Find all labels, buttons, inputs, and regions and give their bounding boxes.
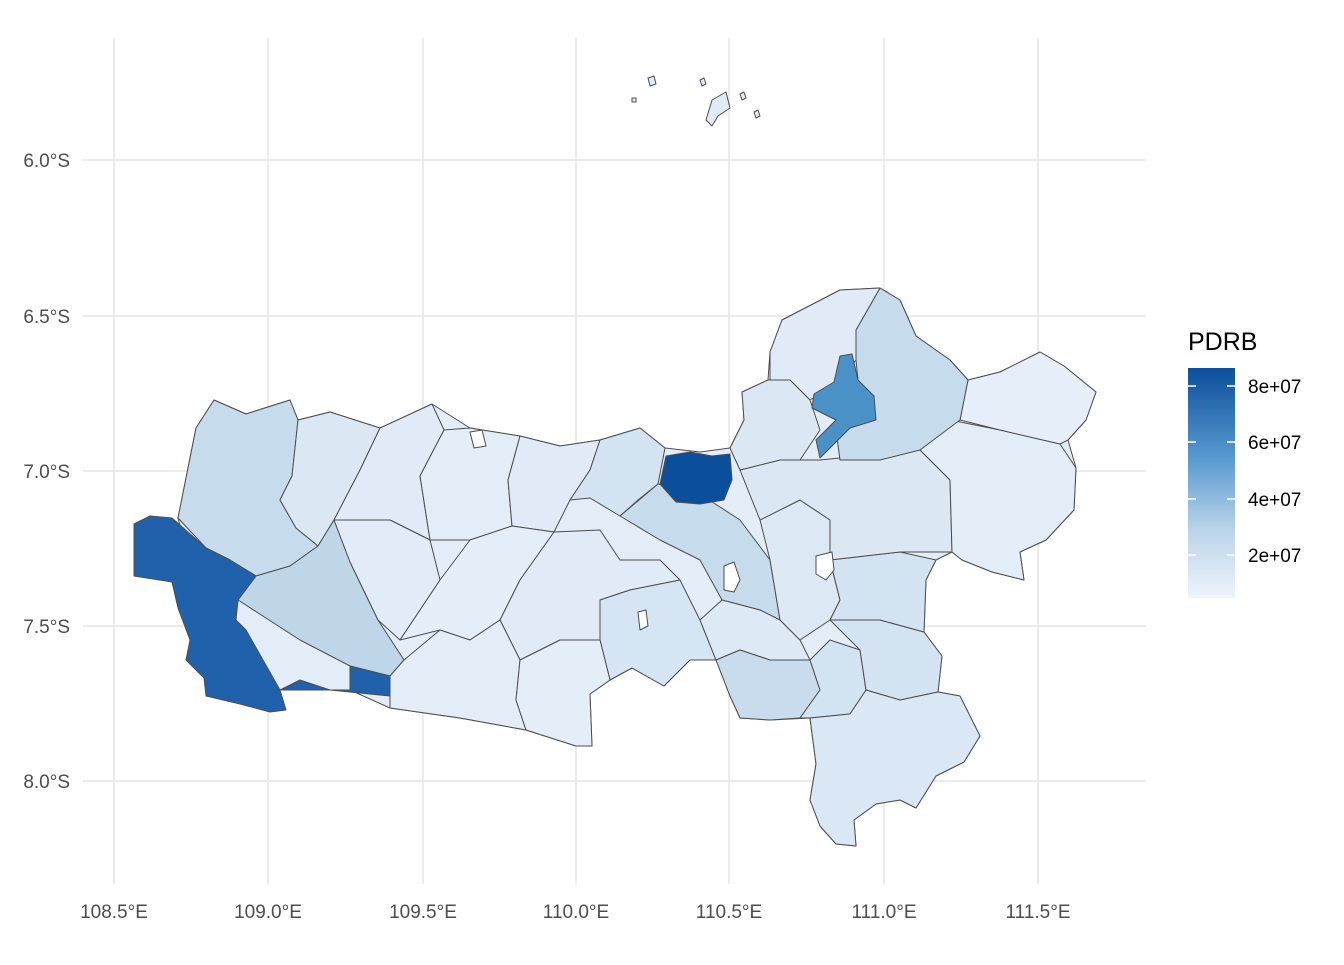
y-tick-label: 7.5°S: [23, 617, 70, 638]
island-small-2: [699, 77, 707, 87]
region-grobogan: [739, 449, 953, 561]
legend-label: 6e+07: [1248, 433, 1301, 454]
y-tick-label: 7.0°S: [23, 462, 70, 483]
region-wonogiri: [809, 689, 981, 847]
choropleth-regions: [133, 75, 1097, 847]
region-demak: [729, 379, 821, 471]
y-tick-label: 6.5°S: [23, 307, 70, 328]
legend-colorbar: [1188, 368, 1235, 598]
region-kudus: [811, 353, 877, 459]
island-small-3: [753, 109, 761, 119]
y-tick-label: 8.0°S: [23, 772, 70, 793]
legend-label: 4e+07: [1248, 490, 1301, 511]
enclave-surakarta: [815, 551, 835, 581]
region-south-coast-central: [515, 639, 611, 747]
x-tick-label: 109.0°E: [234, 902, 302, 923]
y-axis: 6.0°S 6.5°S 7.0°S 7.5°S 8.0°S: [23, 151, 70, 793]
region-cilacap: [133, 515, 391, 713]
legend: PDRB 8e+07 6e+07 4e+07 2e+07: [1188, 328, 1301, 598]
region-semarang-city: [659, 451, 733, 505]
enclave-magelang: [637, 609, 649, 631]
island-small-5: [631, 97, 637, 103]
x-tick-label: 111.5°E: [1006, 902, 1071, 923]
y-tick-label: 6.0°S: [23, 151, 70, 172]
x-axis: 108.5°E 109.0°E 109.5°E 110.0°E 110.5°E …: [80, 902, 1070, 923]
x-tick-label: 108.5°E: [80, 902, 148, 923]
island-small-4: [739, 91, 747, 101]
x-tick-label: 109.5°E: [389, 902, 457, 923]
region-blora: [829, 551, 937, 633]
legend-label: 8e+07: [1248, 377, 1301, 398]
legend-label: 2e+07: [1248, 546, 1301, 567]
region-northeast-tip: [959, 351, 1097, 445]
x-tick-label: 110.0°E: [543, 902, 609, 923]
island-small-1: [647, 75, 657, 87]
region-south-east-1: [715, 649, 821, 721]
legend-title: PDRB: [1188, 328, 1257, 356]
island-karimunjawa: [705, 91, 731, 127]
x-tick-label: 110.5°E: [696, 902, 762, 923]
enclave-salatiga: [723, 561, 741, 593]
x-tick-label: 111.0°E: [852, 902, 917, 923]
enclave-north-small: [469, 429, 487, 449]
